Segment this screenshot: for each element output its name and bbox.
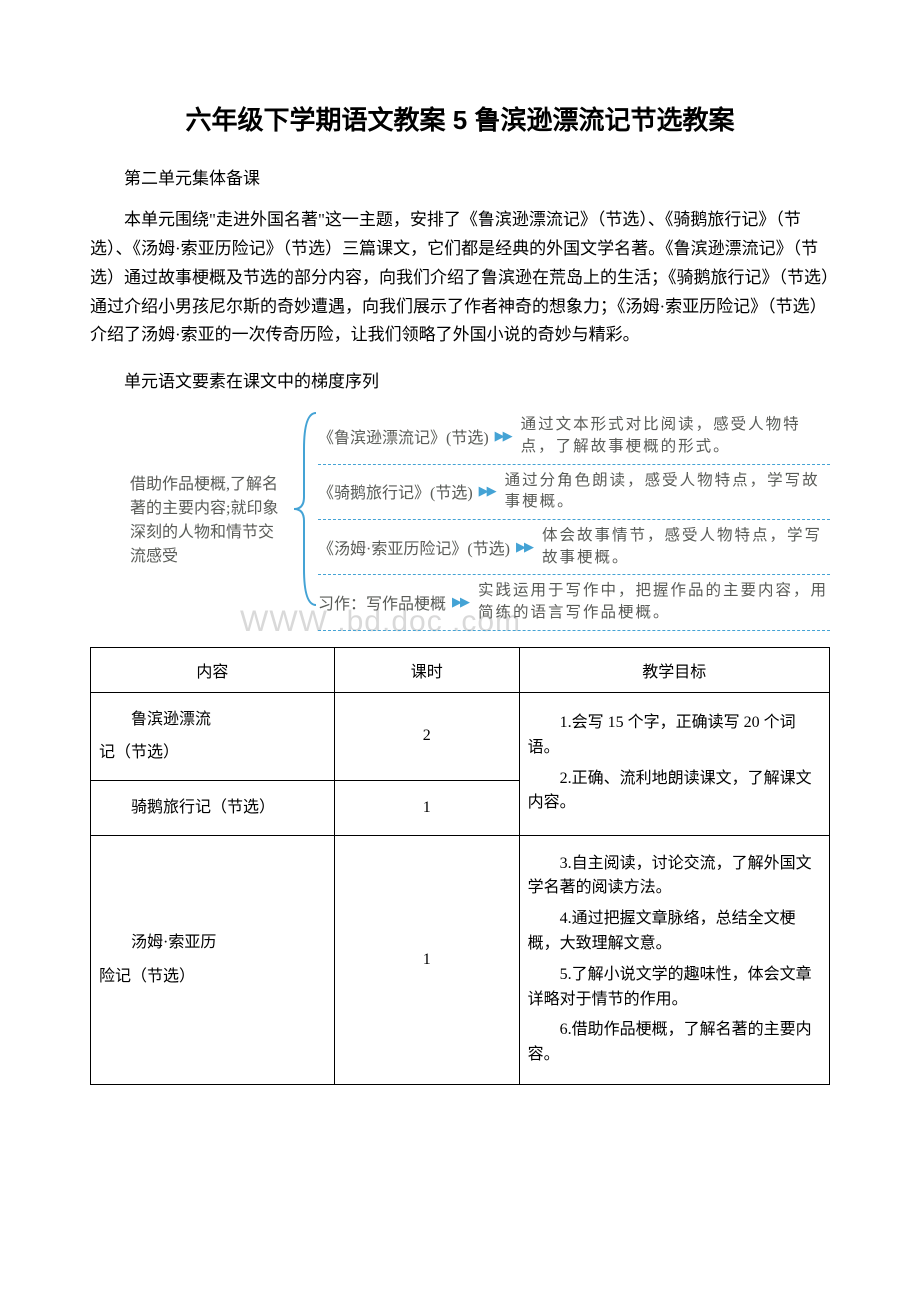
section-heading-2: 单元语文要素在课文中的梯度序列 <box>90 368 830 397</box>
diagram-row-left: 《汤姆·索亚历险记》(节选) <box>318 535 510 559</box>
hours-cell: 1 <box>334 835 519 1084</box>
section-heading-1: 第二单元集体备课 <box>90 165 830 194</box>
lesson-cell: 汤姆·索亚历险记（节选） <box>91 835 335 1084</box>
goal-item: 4.通过把握文章脉络，总结全文梗概，大致理解文意。 <box>528 907 821 957</box>
diagram-row: 《汤姆·索亚历险记》(节选) ▶▶ 体会故事情节，感受人物特点，学写故事梗概。 <box>318 520 830 575</box>
goal-item: 6.借助作品梗概，了解名著的主要内容。 <box>528 1018 821 1068</box>
hours-cell: 1 <box>334 780 519 835</box>
diagram-rows: 《鲁滨逊漂流记》(节选) ▶▶ 通过文本形式对比阅读，感受人物特点，了解故事梗概… <box>318 409 830 631</box>
goal-item: 1.会写 15 个字，正确读写 20 个词语。 <box>528 711 821 761</box>
lesson-name: 汤姆·索亚历险记（节选） <box>99 934 216 985</box>
goal-item: 5.了解小说文学的趣味性，体会文章详略对于情节的作用。 <box>528 963 821 1013</box>
diagram-row: 《骑鹅旅行记》(节选) ▶▶ 通过分角色朗读，感受人物特点，学写故事梗概。 <box>318 465 830 520</box>
table-header: 教学目标 <box>519 647 829 692</box>
intro-paragraph: 本单元围绕"走进外国名著"这一主题，安排了《鲁滨逊漂流记》（节选）、《骑鹅旅行记… <box>90 206 830 350</box>
diagram-row-left: 《鲁滨逊漂流记》(节选) <box>318 424 489 448</box>
goals-cell: 3.自主阅读，讨论交流，了解外国文学名著的阅读方法。 4.通过把握文章脉络，总结… <box>519 835 829 1084</box>
arrow-icon: ▶▶ <box>516 539 532 555</box>
diagram-row-right: 实践运用于写作中，把握作品的主要内容，用简练的语言写作品梗概。 <box>478 580 830 623</box>
diagram-row-left: 习作：写作品梗概 <box>318 590 446 614</box>
diagram-row-left: 《骑鹅旅行记》(节选) <box>318 479 473 503</box>
document-title: 六年级下学期语文教案 5 鲁滨逊漂流记节选教案 <box>90 100 830 137</box>
diagram-row-right: 通过文本形式对比阅读，感受人物特点，了解故事梗概的形式。 <box>521 414 830 457</box>
diagram-row-right: 通过分角色朗读，感受人物特点，学写故事梗概。 <box>505 470 830 513</box>
lesson-name: 鲁滨逊漂流记（节选） <box>99 711 211 762</box>
diagram-row: 习作：写作品梗概 ▶▶ 实践运用于写作中，把握作品的主要内容，用简练的语言写作品… <box>318 575 830 630</box>
lesson-name: 骑鹅旅行记（节选） <box>131 799 275 816</box>
table-header-row: 内容 课时 教学目标 <box>91 647 830 692</box>
arrow-icon: ▶▶ <box>479 483 495 499</box>
goal-item: 2.正确、流利地朗读课文，了解课文内容。 <box>528 767 821 817</box>
table-header: 内容 <box>91 647 335 692</box>
table-row: 鲁滨逊漂流记（节选） 2 1.会写 15 个字，正确读写 20 个词语。 2.正… <box>91 692 830 780</box>
diagram-row-right: 体会故事情节，感受人物特点，学写故事梗概。 <box>542 525 830 568</box>
table-header: 课时 <box>334 647 519 692</box>
bracket-icon <box>290 409 318 609</box>
goal-item: 3.自主阅读，讨论交流，了解外国文学名著的阅读方法。 <box>528 852 821 902</box>
arrow-icon: ▶▶ <box>452 594 468 610</box>
goals-cell: 1.会写 15 个字，正确读写 20 个词语。 2.正确、流利地朗读课文，了解课… <box>519 692 829 835</box>
table-row: 汤姆·索亚历险记（节选） 1 3.自主阅读，讨论交流，了解外国文学名著的阅读方法… <box>91 835 830 1084</box>
lesson-cell: 鲁滨逊漂流记（节选） <box>91 692 335 780</box>
hours-cell: 2 <box>334 692 519 780</box>
content-table: 内容 课时 教学目标 鲁滨逊漂流记（节选） 2 1.会写 15 个字，正确读写 … <box>90 647 830 1085</box>
gradient-diagram: 借助作品梗概,了解名著的主要内容;就印象深刻的人物和情节交流感受 《鲁滨逊漂流记… <box>90 409 830 631</box>
arrow-icon: ▶▶ <box>495 428 511 444</box>
diagram-left-label: 借助作品梗概,了解名著的主要内容;就印象深刻的人物和情节交流感受 <box>130 473 280 569</box>
lesson-cell: 骑鹅旅行记（节选） <box>91 780 335 835</box>
diagram-row: 《鲁滨逊漂流记》(节选) ▶▶ 通过文本形式对比阅读，感受人物特点，了解故事梗概… <box>318 409 830 464</box>
